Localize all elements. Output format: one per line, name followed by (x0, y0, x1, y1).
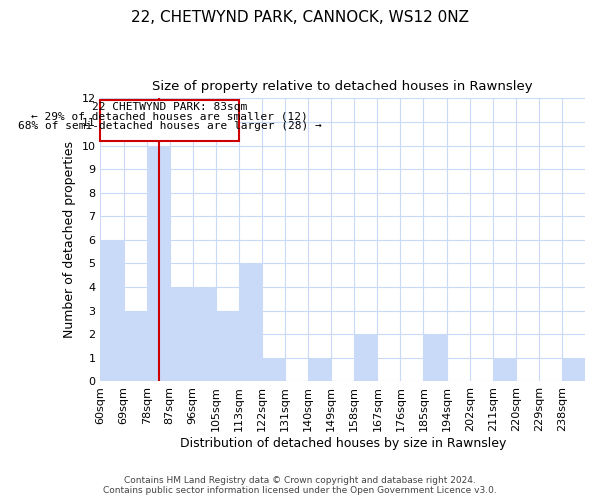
Text: 22 CHETWYND PARK: 83sqm: 22 CHETWYND PARK: 83sqm (92, 102, 247, 112)
Y-axis label: Number of detached properties: Number of detached properties (63, 142, 76, 338)
Text: 68% of semi-detached houses are larger (28) →: 68% of semi-detached houses are larger (… (18, 120, 322, 130)
Bar (100, 240, 124, 382)
Bar (562, 358, 585, 382)
Bar (239, 264, 262, 382)
Bar (308, 358, 331, 382)
Bar (124, 310, 146, 382)
Bar (424, 334, 446, 382)
Bar (262, 358, 285, 382)
Text: 22, CHETWYND PARK, CANNOCK, WS12 0NZ: 22, CHETWYND PARK, CANNOCK, WS12 0NZ (131, 10, 469, 25)
FancyBboxPatch shape (100, 100, 239, 141)
Bar (193, 287, 216, 382)
Bar (146, 146, 170, 382)
Text: Contains HM Land Registry data © Crown copyright and database right 2024.
Contai: Contains HM Land Registry data © Crown c… (103, 476, 497, 495)
Bar (170, 287, 193, 382)
X-axis label: Distribution of detached houses by size in Rawnsley: Distribution of detached houses by size … (179, 437, 506, 450)
Title: Size of property relative to detached houses in Rawnsley: Size of property relative to detached ho… (152, 80, 533, 93)
Bar (493, 358, 516, 382)
Bar (354, 334, 377, 382)
Bar (216, 310, 239, 382)
Text: ← 29% of detached houses are smaller (12): ← 29% of detached houses are smaller (12… (31, 112, 308, 122)
